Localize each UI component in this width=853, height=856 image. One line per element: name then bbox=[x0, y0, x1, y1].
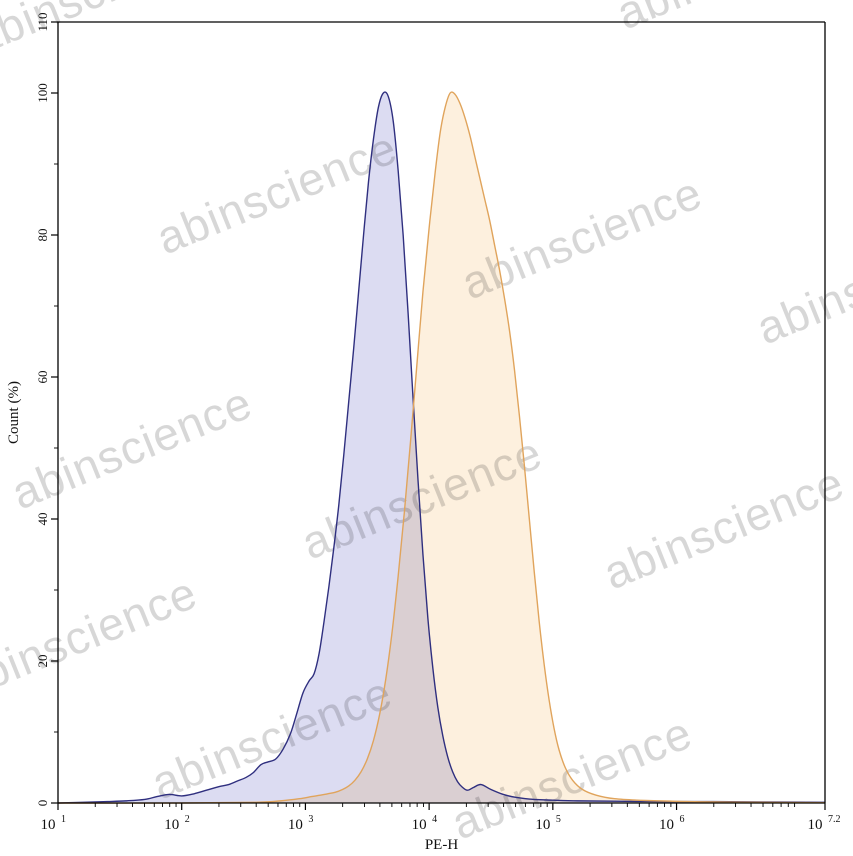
svg-text:4: 4 bbox=[432, 814, 437, 825]
y-axis-title: Count (%) bbox=[6, 381, 22, 444]
y-tick-label: 0 bbox=[35, 800, 50, 807]
series-line-control bbox=[57, 91, 826, 804]
y-tick-label: 20 bbox=[35, 655, 50, 668]
x-tick-label: 10 2 bbox=[164, 814, 190, 833]
svg-text:10: 10 bbox=[288, 817, 303, 833]
series-fill-stained bbox=[58, 92, 825, 804]
y-tick-label: 60 bbox=[35, 371, 50, 384]
svg-text:5: 5 bbox=[556, 814, 561, 825]
x-tick-label: 10 6 bbox=[659, 814, 685, 833]
svg-text:10: 10 bbox=[41, 817, 56, 833]
y-tick-label: 40 bbox=[35, 513, 50, 526]
y-axis-ticks: 0 20 40 60 80 100 110 bbox=[35, 12, 58, 806]
svg-text:10: 10 bbox=[535, 817, 550, 833]
x-axis-title: PE-H bbox=[425, 837, 459, 853]
y-tick-label: 110 bbox=[35, 12, 50, 31]
y-tick-label: 100 bbox=[35, 83, 50, 103]
svg-text:10: 10 bbox=[164, 817, 179, 833]
svg-text:3: 3 bbox=[308, 814, 313, 825]
svg-text:2: 2 bbox=[185, 814, 190, 825]
x-tick-label: 10 7.2 bbox=[808, 814, 841, 833]
series-line-stained bbox=[57, 91, 826, 804]
x-tick-label: 10 1 bbox=[41, 814, 67, 833]
svg-text:1: 1 bbox=[61, 814, 66, 825]
series-layer bbox=[57, 91, 826, 804]
y-tick-label: 80 bbox=[35, 229, 50, 242]
svg-text:10: 10 bbox=[808, 817, 823, 833]
x-tick-label: 10 5 bbox=[535, 814, 561, 833]
x-tick-label: 10 4 bbox=[412, 814, 438, 833]
svg-text:10: 10 bbox=[412, 817, 427, 833]
x-tick-label: 10 3 bbox=[288, 814, 314, 833]
x-axis-ticks: 10 1 10 2 10 3 10 4 10 5 10 6 10 7.2 bbox=[41, 803, 841, 833]
svg-text:10: 10 bbox=[659, 817, 674, 833]
svg-text:6: 6 bbox=[680, 814, 685, 825]
svg-text:7.2: 7.2 bbox=[828, 814, 841, 825]
